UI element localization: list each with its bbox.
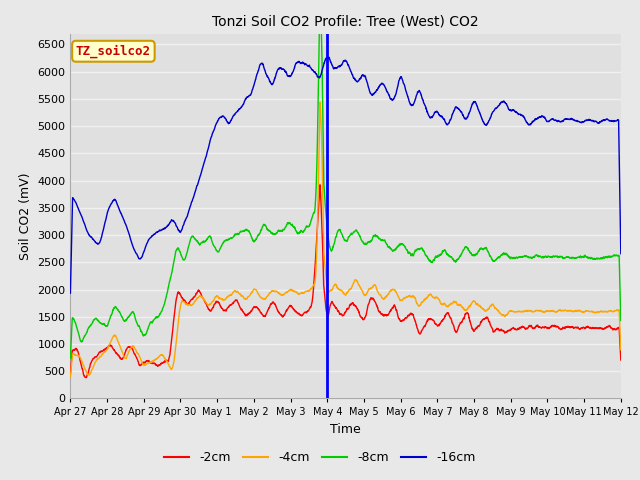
X-axis label: Time: Time	[330, 423, 361, 436]
Title: Tonzi Soil CO2 Profile: Tree (West) CO2: Tonzi Soil CO2 Profile: Tree (West) CO2	[212, 14, 479, 28]
Legend: -2cm, -4cm, -8cm, -16cm: -2cm, -4cm, -8cm, -16cm	[159, 446, 481, 469]
Y-axis label: Soil CO2 (mV): Soil CO2 (mV)	[19, 172, 32, 260]
Text: TZ_soilco2: TZ_soilco2	[76, 45, 151, 58]
